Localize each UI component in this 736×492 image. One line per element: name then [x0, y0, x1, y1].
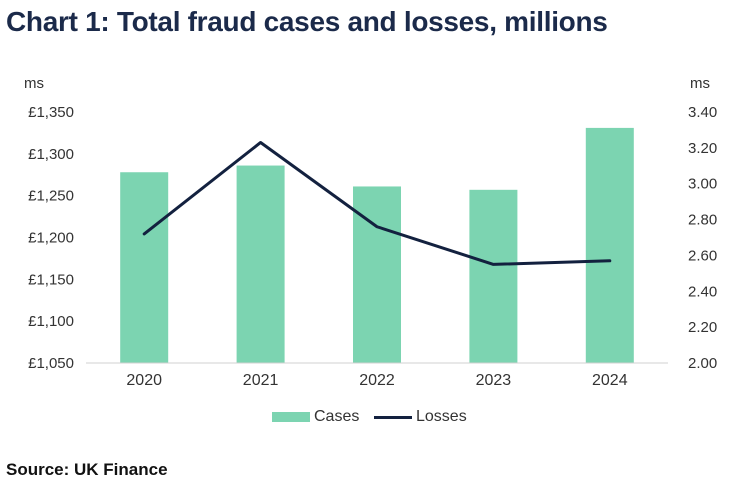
- right-tick-label: 2.20: [688, 319, 717, 336]
- legend-swatch-losses: [374, 415, 412, 419]
- x-tick-label-2021: 2021: [243, 372, 279, 389]
- left-tick-label: £1,300: [28, 146, 74, 163]
- left-tick-label: £1,350: [28, 104, 74, 121]
- right-axis: 2.00 2.20 2.40 2.60 2.80 3.00 3.20 3.40: [688, 104, 717, 372]
- legend-label-cases: Cases: [314, 408, 360, 425]
- left-tick-label: £1,250: [28, 188, 74, 205]
- left-axis-unit-label: ms: [24, 75, 44, 92]
- x-tick-label-2023: 2023: [476, 372, 512, 389]
- legend-item-cases: Cases: [272, 408, 359, 426]
- cases-bar-2021: [236, 165, 285, 363]
- cases-bar-2024: [585, 127, 634, 363]
- right-tick-label: 3.20: [688, 140, 717, 157]
- cases-bars: [120, 127, 634, 363]
- right-tick-label: 2.60: [688, 247, 717, 264]
- right-axis-unit-label: ms: [690, 75, 710, 92]
- cases-bar-2020: [120, 172, 169, 363]
- legend: Cases Losses: [0, 408, 736, 428]
- losses-line: [142, 140, 612, 266]
- x-tick-label-2022: 2022: [359, 372, 395, 389]
- cases-bar-2023: [469, 189, 518, 363]
- right-tick-label: 3.40: [688, 104, 717, 121]
- right-tick-label: 2.00: [688, 355, 717, 372]
- right-tick-label: 3.00: [688, 176, 717, 193]
- x-tick-label-2020: 2020: [126, 372, 162, 389]
- legend-label-losses: Losses: [416, 408, 467, 425]
- left-tick-label: £1,150: [28, 271, 74, 288]
- x-tick-label-2024: 2024: [592, 372, 628, 389]
- source-note: Source: UK Finance: [6, 460, 168, 479]
- chart-canvas: ms ms £1,050 £1,100 £1,150 £1,200 £1,250 £1,3…: [24, 75, 717, 389]
- legend-swatch-cases: [272, 412, 310, 422]
- right-tick-label: 2.40: [688, 283, 717, 300]
- left-tick-label: £1,100: [28, 313, 74, 330]
- left-tick-label: £1,050: [28, 355, 74, 372]
- right-tick-label: 2.80: [688, 212, 717, 229]
- legend-item-losses: Losses: [374, 408, 467, 426]
- x-axis: 2020 2021 2022 2023 2024: [126, 372, 627, 389]
- chart-title: Chart 1: Total fraud cases and losses, m…: [6, 6, 608, 37]
- left-tick-label: £1,200: [28, 230, 74, 247]
- left-axis: £1,050 £1,100 £1,150 £1,200 £1,250 £1,300 £1,3…: [28, 104, 74, 372]
